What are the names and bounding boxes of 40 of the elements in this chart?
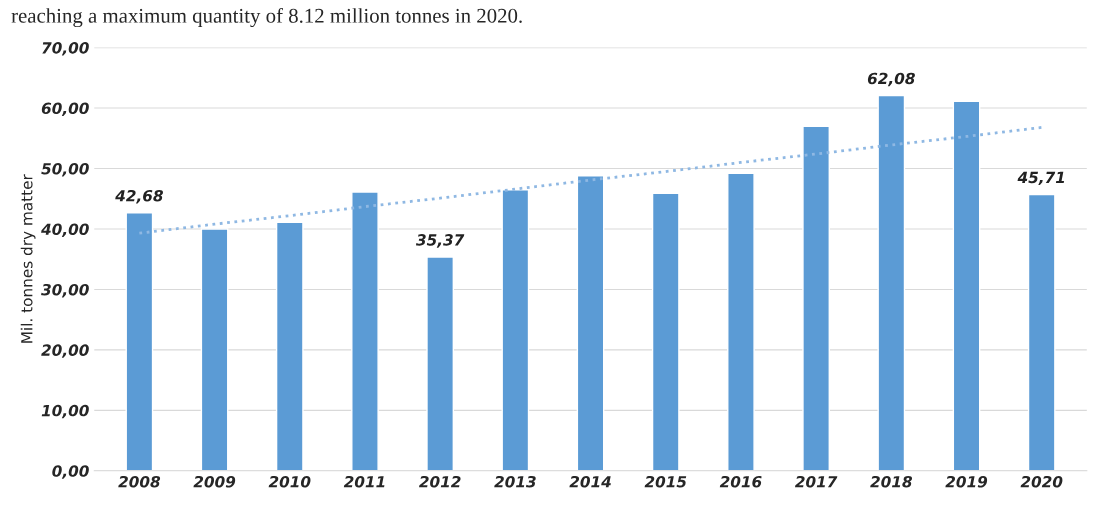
text: reaching a maximum quantity of 8.12 million tonnes in 2020. — [11, 7, 522, 28]
bar — [275, 221, 304, 471]
data-label: 42,68 — [115, 189, 163, 204]
y-tick-label: 50,00 — [41, 162, 89, 177]
bar — [200, 228, 229, 471]
y-tick-label: 30,00 — [41, 283, 89, 298]
x-tick-label: 2013 — [494, 475, 536, 488]
bar — [501, 188, 530, 471]
bar — [727, 172, 755, 471]
y-tick-label: 70,00 — [42, 42, 89, 56]
bar — [351, 191, 379, 471]
bar — [651, 192, 680, 471]
x-tick-label: 2016 — [719, 475, 762, 488]
data-label: 35,37 — [415, 234, 465, 248]
y-tick-label: 40,00 — [41, 223, 89, 237]
x-tick-label: 2020 — [1020, 475, 1063, 488]
data-label: 45,71 — [1017, 171, 1065, 186]
x-tick-label: 2008 — [118, 475, 161, 488]
x-tick-label: 2018 — [870, 475, 913, 488]
x-tick-label: 2010 — [268, 475, 311, 488]
bar — [802, 125, 830, 471]
x-tick-label: 2012 — [419, 475, 461, 488]
bar — [952, 100, 981, 471]
x-tick-label: 2015 — [644, 475, 687, 488]
bar — [125, 212, 154, 471]
data-label: 62,08 — [867, 72, 915, 87]
y-tick-label: 60,00 — [41, 102, 89, 117]
y-axis-title: Mil. tonnes dry matter — [20, 174, 36, 343]
y-tick-label: 0,00 — [52, 465, 89, 479]
bar — [1027, 193, 1056, 471]
bar — [426, 256, 455, 471]
x-tick-label: 2011 — [343, 475, 385, 488]
bar — [877, 94, 906, 471]
x-tick-label: 2019 — [945, 475, 988, 488]
x-tick-label: 2009 — [193, 475, 236, 488]
bar — [576, 175, 605, 471]
x-tick-label: 2014 — [569, 475, 611, 488]
y-tick-label: 10,00 — [41, 404, 89, 419]
y-tick-label: 20,00 — [41, 344, 89, 358]
x-tick-label: 2017 — [794, 475, 838, 488]
